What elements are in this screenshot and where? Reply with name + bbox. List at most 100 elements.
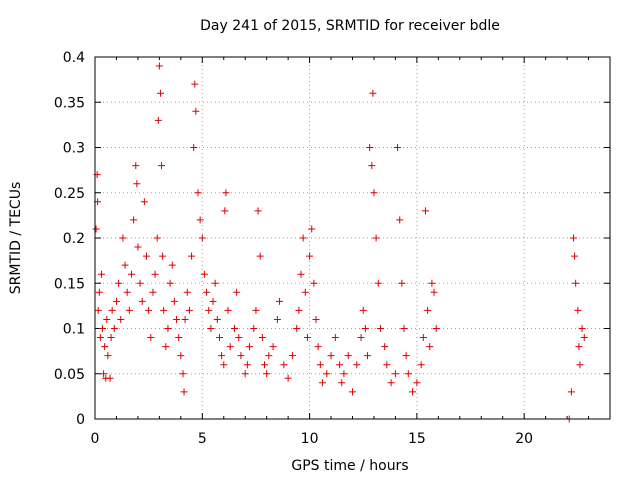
data-point — [413, 379, 421, 387]
data-point — [258, 334, 266, 342]
data-point — [175, 334, 183, 342]
data-point — [158, 162, 166, 170]
data-point — [567, 388, 575, 396]
data-point — [323, 370, 331, 378]
data-point — [147, 334, 155, 342]
data-point — [263, 370, 271, 378]
data-point — [359, 306, 367, 314]
data-point — [107, 334, 115, 342]
data-point — [381, 343, 389, 351]
data-point — [265, 352, 273, 360]
data-point — [170, 297, 178, 305]
ticks: 0 5 10 15 20 0 0.05 0.1 0.15 0.2 0.25 0.3 0.35 0.4 — [54, 50, 610, 447]
y-tick-label: 0.15 — [54, 276, 85, 292]
data-point — [164, 325, 172, 332]
data-point — [97, 270, 105, 278]
data-point — [103, 315, 111, 323]
data-point — [400, 325, 408, 332]
data-point — [132, 162, 140, 170]
data-points — [92, 62, 588, 423]
data-point — [166, 279, 174, 287]
data-point — [133, 180, 141, 188]
data-point — [578, 325, 586, 332]
data-point — [575, 343, 583, 351]
x-tick-label: 20 — [515, 431, 533, 447]
data-point — [140, 198, 148, 206]
y-tick-label: 0.2 — [63, 231, 85, 247]
data-point — [188, 252, 196, 260]
data-point — [580, 334, 588, 342]
data-point — [424, 306, 432, 314]
data-point — [203, 288, 211, 296]
data-point — [391, 370, 399, 378]
data-point — [338, 379, 346, 387]
data-point — [180, 388, 188, 396]
data-point — [96, 334, 104, 342]
data-point — [106, 374, 114, 382]
data-point — [241, 370, 249, 378]
data-point — [572, 279, 580, 287]
data-point — [159, 252, 167, 260]
data-point — [303, 334, 311, 342]
y-tick-label: 0.3 — [63, 141, 85, 157]
data-point — [246, 343, 253, 351]
data-point — [149, 288, 157, 296]
data-point — [230, 325, 238, 332]
data-point — [314, 343, 322, 351]
y-tick-label: 0.4 — [63, 50, 85, 66]
y-tick-label: 0 — [76, 412, 85, 428]
data-point — [570, 234, 578, 242]
data-point — [162, 343, 170, 351]
data-point — [353, 361, 361, 369]
data-point — [301, 288, 309, 296]
data-point — [394, 144, 402, 151]
data-point — [387, 379, 395, 387]
data-point — [269, 343, 277, 351]
data-point — [151, 270, 159, 278]
data-point — [177, 352, 185, 360]
data-point — [366, 144, 374, 151]
data-point — [233, 288, 241, 296]
data-point — [426, 343, 434, 351]
data-point — [192, 107, 200, 115]
data-point — [306, 252, 314, 260]
data-point — [130, 216, 138, 224]
data-point — [318, 379, 326, 387]
data-point — [185, 306, 193, 314]
data-point — [430, 288, 438, 296]
data-point — [340, 370, 348, 378]
data-point — [576, 361, 584, 369]
grid — [95, 57, 610, 419]
data-point — [160, 306, 168, 314]
data-point — [369, 89, 377, 97]
data-point — [112, 297, 120, 305]
data-point — [252, 306, 260, 314]
data-point — [284, 374, 292, 382]
data-point — [205, 306, 213, 314]
x-tick-label: 10 — [301, 431, 319, 447]
data-point — [220, 361, 228, 369]
data-point — [221, 207, 229, 215]
data-point — [357, 334, 365, 342]
data-point — [243, 361, 251, 369]
data-point — [183, 288, 191, 296]
data-point — [235, 334, 243, 342]
data-point — [273, 315, 281, 323]
data-point — [370, 189, 378, 197]
data-point — [154, 116, 162, 124]
data-point — [222, 189, 230, 197]
data-point — [104, 352, 112, 360]
y-tick-label: 0.05 — [54, 367, 85, 383]
x-tick-label: 5 — [198, 431, 207, 447]
data-point — [288, 352, 296, 360]
data-point — [153, 234, 161, 242]
data-point — [374, 279, 382, 287]
data-point — [119, 234, 127, 242]
data-point — [409, 388, 417, 396]
data-point — [295, 306, 303, 314]
data-point — [211, 279, 219, 287]
data-point — [432, 325, 440, 332]
data-point — [100, 370, 108, 378]
chart-title: Day 241 of 2015, SRMTID for receiver bdl… — [200, 18, 500, 34]
